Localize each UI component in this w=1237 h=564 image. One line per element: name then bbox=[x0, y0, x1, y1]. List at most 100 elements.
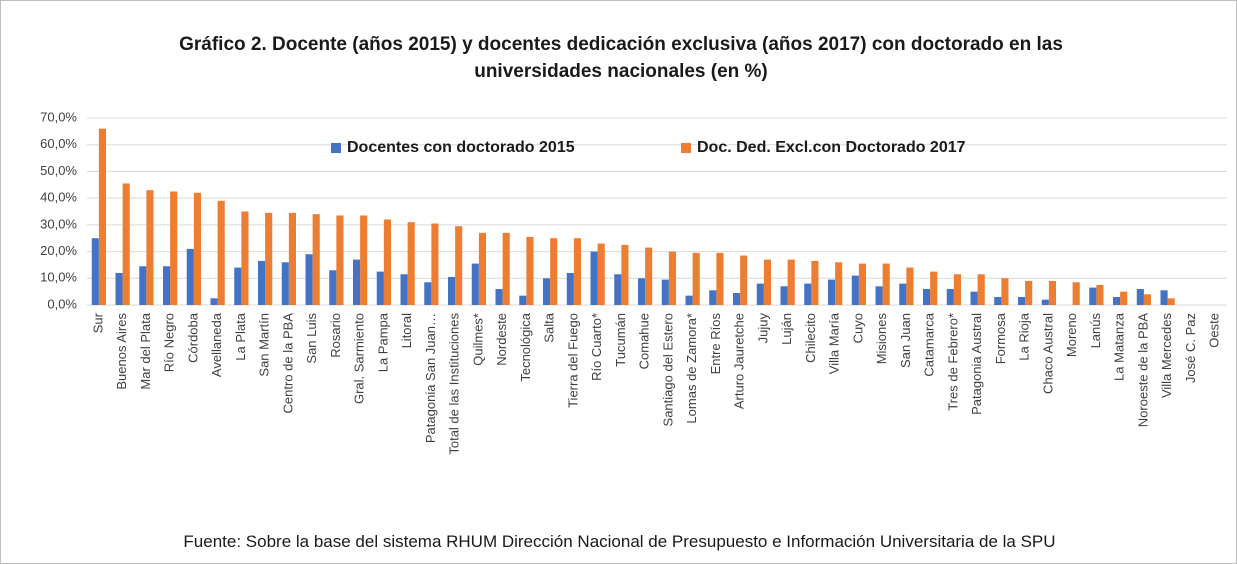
bar bbox=[519, 295, 527, 305]
x-tick-label: Mar del Plata bbox=[138, 312, 153, 389]
legend-swatch bbox=[331, 143, 341, 153]
bar bbox=[953, 274, 961, 305]
x-tick-label: Santiago del Estero bbox=[660, 313, 675, 426]
bar bbox=[811, 260, 819, 305]
bar bbox=[91, 238, 99, 305]
bar bbox=[502, 232, 510, 305]
x-tick-label: Noroeste de la PBA bbox=[1135, 313, 1150, 428]
bar bbox=[193, 192, 201, 305]
x-tick-label: Villa Mercedes bbox=[1159, 313, 1174, 399]
bar bbox=[1048, 280, 1056, 305]
bar bbox=[146, 190, 154, 305]
bar bbox=[383, 219, 391, 305]
bar bbox=[1001, 278, 1009, 305]
x-tick-label: Córdoba bbox=[185, 312, 200, 363]
bar bbox=[353, 259, 361, 305]
bar bbox=[763, 259, 771, 305]
x-tick-label: Avellaneda bbox=[209, 312, 224, 377]
bar bbox=[122, 183, 130, 305]
bar bbox=[424, 282, 432, 305]
bar bbox=[780, 286, 788, 305]
bar bbox=[977, 274, 985, 305]
bar bbox=[471, 263, 479, 305]
x-tick-label: Sur bbox=[90, 312, 105, 333]
bar bbox=[329, 270, 337, 305]
bar bbox=[1120, 291, 1128, 305]
y-tick-label: 10,0% bbox=[40, 270, 77, 285]
bar bbox=[740, 255, 748, 305]
bar bbox=[455, 226, 463, 305]
legend-swatch bbox=[681, 143, 691, 153]
bar bbox=[550, 238, 558, 305]
bar bbox=[906, 267, 914, 305]
bar bbox=[265, 212, 273, 305]
bar bbox=[597, 243, 605, 305]
bar bbox=[360, 215, 368, 305]
x-tick-label: La Plata bbox=[233, 312, 248, 360]
x-tick-label: La Matanza bbox=[1112, 312, 1127, 381]
bar bbox=[882, 263, 890, 305]
x-tick-label: Tres de Febrero* bbox=[945, 313, 960, 411]
bar bbox=[400, 274, 408, 305]
bar bbox=[930, 271, 938, 305]
bar bbox=[923, 288, 931, 305]
x-tick-label: Rosario bbox=[328, 313, 343, 358]
bar bbox=[899, 283, 907, 305]
y-tick-label: 70,0% bbox=[40, 109, 77, 124]
x-tick-label: Misiones bbox=[874, 313, 889, 365]
x-tick-label: Tierra del Fuego bbox=[565, 313, 580, 408]
legend-label: Doc. Ded. Excl.con Doctorado 2017 bbox=[697, 139, 966, 156]
bar bbox=[1025, 280, 1033, 305]
bar bbox=[946, 288, 954, 305]
chart-title: Gráfico 2. Docente (años 2015) y docente… bbox=[179, 34, 1063, 82]
y-tick-label: 30,0% bbox=[40, 216, 77, 231]
bar bbox=[685, 295, 693, 305]
bar bbox=[1167, 298, 1175, 305]
bar bbox=[692, 252, 700, 305]
bar bbox=[645, 247, 653, 305]
x-tick-label: Centro de la PBA bbox=[280, 313, 295, 414]
x-tick-label: Villa María bbox=[827, 312, 842, 374]
bar bbox=[716, 252, 724, 305]
x-tick-label: Jujuy bbox=[755, 313, 770, 344]
source-note: Fuente: Sobre la base del sistema RHUM D… bbox=[183, 532, 1056, 551]
bar bbox=[1096, 284, 1104, 305]
bar bbox=[787, 259, 795, 305]
bar bbox=[733, 292, 741, 305]
bar bbox=[835, 262, 843, 305]
bar bbox=[186, 248, 194, 305]
bar bbox=[210, 298, 218, 305]
bar bbox=[566, 272, 574, 305]
y-tick-label: 60,0% bbox=[40, 136, 77, 151]
y-tick-label: 40,0% bbox=[40, 190, 77, 205]
x-tick-label: José C. Paz bbox=[1183, 313, 1198, 383]
x-tick-label: Buenos Aires bbox=[114, 313, 129, 390]
bar bbox=[376, 271, 384, 305]
x-tick-label: Formosa bbox=[993, 312, 1008, 364]
bar bbox=[994, 296, 1002, 305]
bar bbox=[1072, 282, 1080, 305]
x-tick-label: Cuyo bbox=[850, 313, 865, 343]
bar bbox=[970, 291, 978, 305]
bar bbox=[804, 283, 812, 305]
x-tick-label: Nordeste bbox=[494, 313, 509, 366]
bar bbox=[170, 191, 178, 305]
x-tick-label: Oeste bbox=[1207, 313, 1222, 348]
bar bbox=[1041, 299, 1049, 305]
bar bbox=[407, 222, 415, 305]
bar bbox=[851, 275, 859, 305]
bar bbox=[638, 278, 646, 305]
bar bbox=[756, 283, 764, 305]
bar bbox=[163, 266, 171, 305]
x-tick-label: Moreno bbox=[1064, 313, 1079, 357]
bar bbox=[709, 290, 717, 305]
x-tick-label: San Luis bbox=[304, 313, 319, 364]
x-tick-label: Quilmes* bbox=[470, 313, 485, 366]
bar bbox=[495, 288, 503, 305]
x-tick-label: Tecnológica bbox=[518, 312, 533, 381]
x-tick-label: San Martín bbox=[257, 313, 272, 377]
x-tick-label: Lanús bbox=[1088, 313, 1103, 349]
y-tick-label: 20,0% bbox=[40, 243, 77, 258]
